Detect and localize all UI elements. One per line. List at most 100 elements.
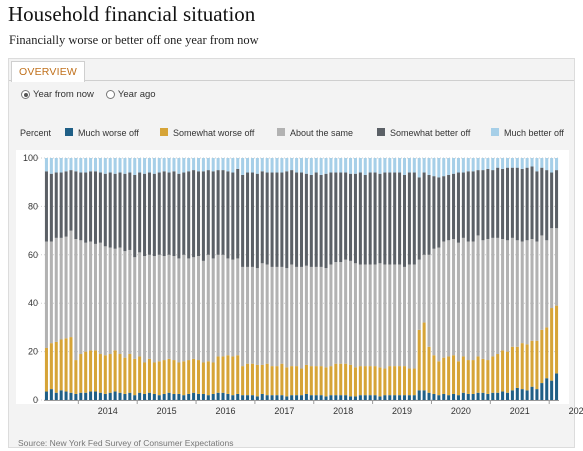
- tab-overview[interactable]: OVERVIEW: [11, 61, 86, 82]
- bar-segment: [398, 366, 402, 396]
- bar-segment: [103, 393, 107, 400]
- bar-segment: [275, 366, 279, 396]
- bar-segment: [49, 389, 53, 400]
- bar-segment: [525, 240, 529, 345]
- bar-segment: [143, 256, 147, 363]
- radio-year-from-now[interactable]: Year from now: [21, 89, 94, 100]
- bar-segment: [152, 362, 156, 394]
- bar-segment: [44, 391, 48, 400]
- bar-segment: [285, 158, 289, 172]
- bar-segment: [196, 393, 201, 400]
- bar-segment: [334, 262, 338, 364]
- bar-segment: [226, 171, 230, 259]
- bar-segment: [123, 251, 127, 358]
- bar-segment: [192, 158, 196, 171]
- bar-segment: [103, 173, 107, 247]
- bar-segment: [363, 158, 367, 175]
- bar-segment: [285, 396, 289, 400]
- bar-segment: [466, 360, 470, 394]
- bar-segment: [407, 172, 411, 265]
- bar-segment: [143, 173, 147, 257]
- bar-segment: [555, 373, 559, 400]
- bar-segment: [255, 158, 259, 174]
- radio-selected-icon[interactable]: [21, 90, 30, 99]
- bar-segment: [192, 257, 196, 359]
- bar-segment: [491, 170, 495, 238]
- bar-segment: [452, 239, 456, 356]
- radio-year-ago[interactable]: Year ago: [105, 89, 156, 100]
- bar-segment: [319, 366, 323, 396]
- bar-segment: [334, 158, 338, 173]
- bar-segment: [349, 173, 353, 261]
- bar-segment: [437, 177, 441, 248]
- bar-segment: [69, 337, 73, 393]
- bar-segment: [196, 256, 201, 361]
- bar-segment: [236, 168, 240, 259]
- bar-segment: [373, 158, 377, 173]
- bar-segment: [353, 173, 357, 264]
- bar-segment: [422, 158, 426, 173]
- bar-segment: [344, 259, 348, 364]
- bar-segment: [196, 360, 201, 394]
- bar-segment: [295, 395, 299, 400]
- bar-segment: [231, 259, 235, 357]
- bar-segment: [437, 158, 441, 178]
- bar-segment: [505, 392, 510, 400]
- bar-segment: [432, 176, 436, 249]
- bar-segment: [388, 158, 392, 173]
- bar-segment: [329, 366, 333, 396]
- bar-segment: [172, 256, 176, 361]
- bar-segment: [74, 171, 78, 240]
- bar-segment: [59, 172, 63, 238]
- bar-segment: [299, 172, 304, 267]
- bar-segment: [270, 266, 274, 367]
- legend-entry: Much worse off: [78, 128, 139, 138]
- bar-segment: [309, 366, 313, 396]
- bar-segment: [368, 366, 372, 396]
- radio-unselected-icon[interactable]: [105, 90, 115, 99]
- bar-segment: [226, 355, 230, 394]
- bar-segment: [93, 171, 98, 244]
- bar-segment: [456, 395, 460, 400]
- bar-segment: [319, 158, 323, 175]
- bar-segment: [84, 158, 88, 173]
- bar-segment: [378, 396, 382, 400]
- bar-segment: [402, 158, 407, 175]
- legend-entry: Much better off: [504, 128, 564, 138]
- bar-segment: [349, 364, 353, 397]
- bar-segment: [461, 392, 465, 400]
- bar-segment: [201, 260, 205, 363]
- bar-segment: [118, 392, 122, 400]
- bar-segment: [491, 392, 495, 400]
- bar-segment: [265, 363, 269, 396]
- bar-segment: [466, 241, 470, 361]
- bar-segment: [98, 392, 102, 400]
- bar-segment: [491, 158, 495, 171]
- bar-segment: [260, 158, 264, 172]
- bar-segment: [255, 173, 259, 269]
- radio-year-ago-label: Year ago: [117, 89, 156, 100]
- bar-segment: [432, 393, 436, 400]
- bar-segment: [481, 170, 485, 241]
- bar-segment: [339, 262, 343, 364]
- legend-swatch: [377, 128, 385, 136]
- bar-segment: [250, 395, 254, 400]
- bar-segment: [535, 241, 539, 341]
- bar-segment: [49, 173, 53, 242]
- bar-segment: [304, 158, 308, 174]
- bar-segment: [192, 358, 196, 393]
- bar-segment: [241, 395, 245, 400]
- bar-segment: [368, 172, 372, 265]
- bar-segment: [442, 176, 446, 242]
- bar-segment: [525, 390, 529, 400]
- bar-segment: [103, 246, 107, 356]
- bar-segment: [44, 241, 48, 348]
- bar-segment: [270, 158, 274, 173]
- bar-segment: [378, 173, 382, 264]
- bar-segment: [211, 171, 215, 259]
- bar-segment: [54, 237, 58, 342]
- bar-segment: [172, 171, 176, 257]
- bar-segment: [93, 350, 98, 392]
- bar-segment: [44, 171, 48, 242]
- bar-segment: [182, 395, 186, 400]
